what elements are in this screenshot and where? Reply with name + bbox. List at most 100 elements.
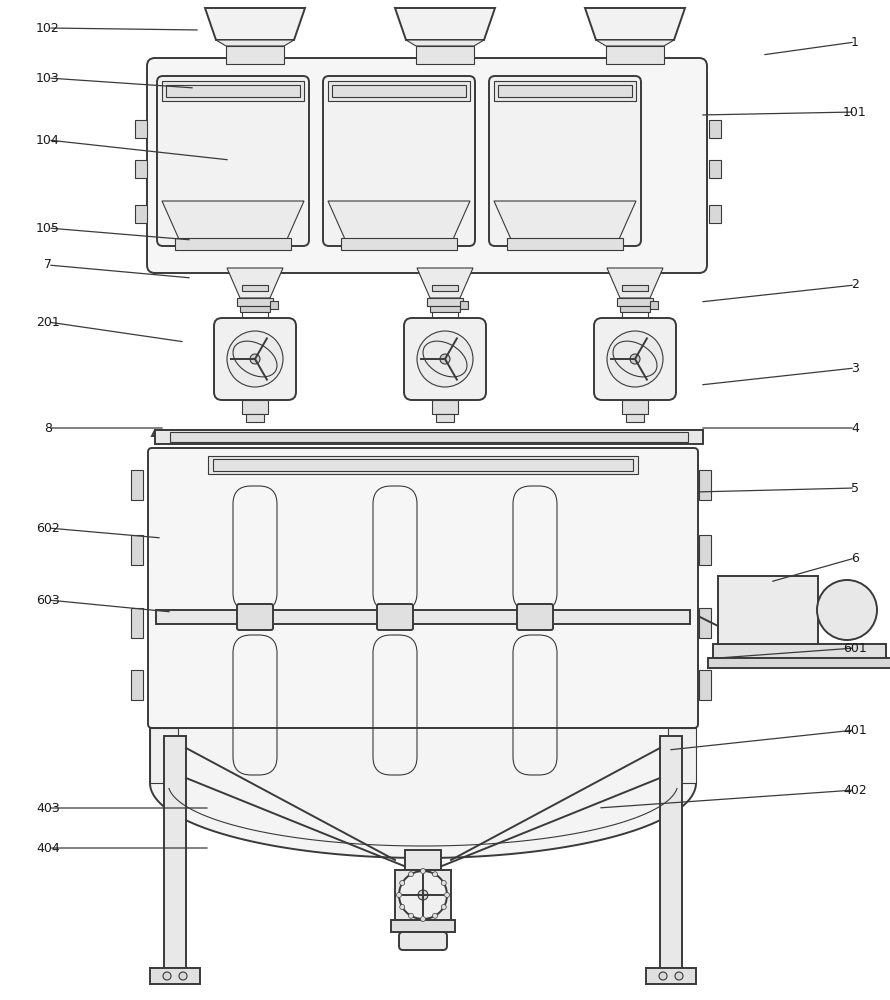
Bar — [213, 459, 633, 471]
Circle shape — [399, 871, 447, 919]
Bar — [246, 414, 264, 422]
Text: 103: 103 — [36, 72, 60, 85]
Bar — [150, 968, 200, 984]
Bar — [405, 850, 441, 870]
Bar — [131, 470, 143, 500]
Bar — [494, 81, 636, 101]
Circle shape — [440, 354, 450, 364]
Bar — [131, 535, 143, 565]
Bar — [135, 160, 147, 178]
Bar — [709, 160, 721, 178]
Bar — [660, 736, 682, 968]
Polygon shape — [395, 8, 495, 40]
Text: 603: 603 — [36, 593, 60, 606]
Text: 401: 401 — [843, 724, 867, 736]
Text: 6: 6 — [851, 552, 859, 564]
FancyBboxPatch shape — [594, 318, 676, 400]
Bar — [226, 46, 284, 64]
Bar — [391, 920, 455, 932]
Bar — [328, 81, 470, 101]
Circle shape — [420, 916, 425, 922]
Circle shape — [163, 972, 171, 980]
Bar — [709, 120, 721, 138]
FancyBboxPatch shape — [148, 448, 698, 728]
Bar — [131, 608, 143, 638]
Bar — [709, 205, 721, 223]
Text: 105: 105 — [36, 222, 60, 234]
Polygon shape — [494, 201, 636, 246]
Bar — [650, 301, 658, 309]
Polygon shape — [585, 8, 685, 40]
Polygon shape — [205, 8, 305, 40]
Bar — [150, 728, 178, 783]
Bar — [507, 238, 623, 250]
Bar — [606, 46, 664, 64]
Bar — [156, 610, 690, 624]
Circle shape — [433, 913, 438, 918]
Circle shape — [400, 904, 405, 910]
Bar — [708, 658, 890, 668]
Text: 601: 601 — [843, 642, 867, 654]
Bar — [242, 285, 268, 291]
Text: 104: 104 — [36, 133, 60, 146]
Circle shape — [441, 880, 446, 886]
Polygon shape — [406, 40, 484, 46]
Text: 2: 2 — [851, 278, 859, 292]
Circle shape — [400, 880, 405, 886]
Polygon shape — [162, 201, 304, 246]
Circle shape — [409, 913, 414, 918]
Polygon shape — [596, 40, 674, 46]
Bar — [237, 298, 273, 306]
Text: 403: 403 — [36, 802, 60, 814]
Bar — [617, 298, 653, 306]
Polygon shape — [227, 268, 283, 298]
FancyBboxPatch shape — [157, 76, 309, 246]
Text: 5: 5 — [851, 482, 859, 494]
Circle shape — [607, 331, 663, 387]
FancyBboxPatch shape — [377, 604, 413, 630]
Text: 201: 201 — [36, 316, 60, 328]
Text: 602: 602 — [36, 522, 60, 534]
Text: 404: 404 — [36, 842, 60, 854]
FancyBboxPatch shape — [399, 932, 447, 950]
Bar — [166, 85, 300, 97]
Circle shape — [227, 331, 283, 387]
Bar — [395, 870, 451, 920]
Bar — [155, 430, 703, 444]
Bar — [170, 432, 688, 442]
Polygon shape — [152, 430, 703, 436]
Text: 101: 101 — [843, 105, 867, 118]
Polygon shape — [216, 40, 294, 46]
Bar — [341, 238, 457, 250]
Bar — [240, 306, 270, 312]
Circle shape — [630, 354, 640, 364]
Circle shape — [444, 892, 449, 898]
FancyBboxPatch shape — [323, 76, 475, 246]
Text: 402: 402 — [843, 784, 867, 796]
Text: 102: 102 — [36, 21, 60, 34]
Circle shape — [418, 890, 428, 900]
FancyBboxPatch shape — [214, 318, 296, 400]
Bar — [699, 670, 711, 700]
Polygon shape — [417, 268, 473, 298]
Circle shape — [817, 580, 877, 640]
Bar — [646, 968, 696, 984]
Bar — [622, 400, 648, 414]
FancyBboxPatch shape — [517, 604, 553, 630]
Text: 1: 1 — [851, 35, 859, 48]
Text: 8: 8 — [44, 422, 52, 434]
Bar — [460, 301, 468, 309]
FancyBboxPatch shape — [489, 76, 641, 246]
Bar — [626, 414, 644, 422]
Circle shape — [420, 868, 425, 874]
FancyBboxPatch shape — [404, 318, 486, 400]
Bar — [713, 644, 886, 658]
Bar — [416, 46, 474, 64]
Bar — [135, 120, 147, 138]
Bar — [432, 400, 458, 414]
Circle shape — [417, 331, 473, 387]
Circle shape — [409, 872, 414, 877]
Polygon shape — [328, 201, 470, 246]
Bar — [430, 306, 460, 312]
Circle shape — [441, 904, 446, 910]
